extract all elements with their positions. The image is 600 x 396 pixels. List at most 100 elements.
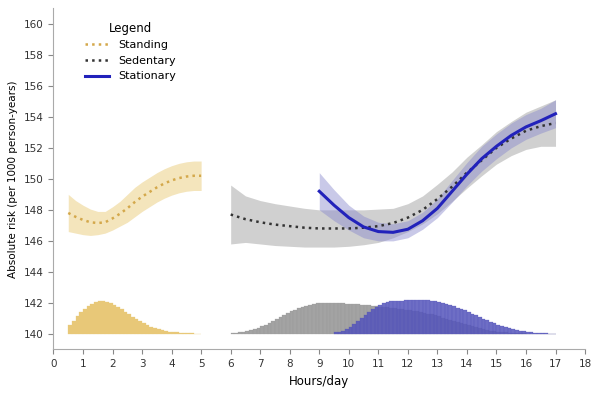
Bar — [515, 330, 518, 334]
Bar — [422, 300, 427, 334]
Bar — [134, 319, 139, 334]
Bar — [422, 313, 427, 334]
Bar — [382, 307, 386, 334]
X-axis label: Hours/day: Hours/day — [289, 375, 349, 388]
Bar — [526, 332, 530, 334]
Bar — [79, 312, 83, 334]
Bar — [142, 324, 146, 334]
Bar — [374, 307, 379, 334]
Bar — [389, 308, 393, 334]
Bar — [386, 307, 389, 334]
Bar — [326, 303, 331, 334]
Bar — [164, 331, 168, 334]
Bar — [182, 333, 187, 334]
Bar — [419, 300, 422, 334]
Legend: Standing, Sedentary, Stationary: Standing, Sedentary, Stationary — [80, 17, 181, 86]
Bar — [341, 331, 345, 334]
Bar — [242, 332, 245, 334]
Bar — [116, 307, 120, 334]
Bar — [278, 317, 283, 334]
Bar — [489, 322, 493, 334]
Bar — [537, 333, 541, 334]
Bar — [482, 319, 485, 334]
Bar — [448, 320, 452, 334]
Bar — [230, 333, 235, 334]
Bar — [268, 323, 271, 334]
Bar — [146, 325, 149, 334]
Bar — [175, 333, 179, 334]
Bar — [470, 314, 475, 334]
Bar — [404, 300, 408, 334]
Bar — [393, 301, 397, 334]
Bar — [245, 331, 249, 334]
Bar — [316, 303, 319, 334]
Bar — [508, 328, 511, 334]
Bar — [437, 316, 441, 334]
Bar — [452, 306, 456, 334]
Bar — [508, 333, 511, 334]
Bar — [76, 316, 79, 334]
Bar — [475, 315, 478, 334]
Bar — [257, 327, 260, 334]
Bar — [467, 312, 470, 334]
Bar — [434, 301, 437, 334]
Bar — [109, 303, 113, 334]
Bar — [157, 329, 161, 334]
Bar — [456, 322, 460, 334]
Bar — [478, 317, 482, 334]
Bar — [463, 324, 467, 334]
Bar — [120, 309, 124, 334]
Bar — [452, 321, 456, 334]
Bar — [467, 326, 470, 334]
Bar — [260, 326, 264, 334]
Bar — [139, 322, 142, 334]
Bar — [374, 306, 379, 334]
Bar — [419, 312, 422, 334]
Bar — [445, 319, 448, 334]
Bar — [356, 304, 360, 334]
Bar — [323, 303, 326, 334]
Bar — [430, 301, 434, 334]
Bar — [541, 333, 544, 334]
Bar — [352, 304, 356, 334]
Bar — [437, 302, 441, 334]
Bar — [441, 318, 445, 334]
Bar — [478, 328, 482, 334]
Bar — [427, 300, 430, 334]
Bar — [334, 333, 338, 334]
Bar — [393, 308, 397, 334]
Bar — [504, 333, 508, 334]
Bar — [456, 308, 460, 334]
Bar — [500, 332, 504, 334]
Bar — [415, 300, 419, 334]
Bar — [338, 331, 341, 334]
Bar — [187, 333, 190, 334]
Bar — [518, 331, 522, 334]
Bar — [400, 301, 404, 334]
Bar — [460, 323, 463, 334]
Bar — [427, 314, 430, 334]
Bar — [364, 315, 367, 334]
Y-axis label: Absolute risk (per 1000 person-years): Absolute risk (per 1000 person-years) — [8, 80, 19, 278]
Bar — [475, 327, 478, 334]
Bar — [515, 333, 518, 334]
Bar — [371, 306, 374, 334]
Bar — [485, 320, 489, 334]
Bar — [445, 304, 448, 334]
Bar — [87, 306, 91, 334]
Bar — [68, 326, 72, 334]
Bar — [113, 305, 116, 334]
Bar — [470, 326, 475, 334]
Bar — [397, 308, 400, 334]
Bar — [434, 315, 437, 334]
Bar — [522, 333, 526, 334]
Bar — [149, 327, 153, 334]
Bar — [331, 303, 334, 334]
Bar — [496, 331, 500, 334]
Bar — [533, 333, 537, 334]
Bar — [412, 300, 415, 334]
Bar — [72, 321, 76, 334]
Bar — [382, 303, 386, 334]
Bar — [91, 304, 94, 334]
Bar — [397, 301, 400, 334]
